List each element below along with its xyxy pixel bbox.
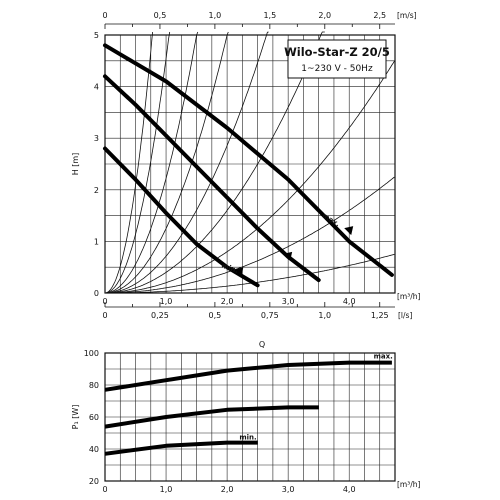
system-curve-5 xyxy=(105,31,229,294)
y-tick-label: 2 xyxy=(94,186,99,195)
curve-label-max: max. xyxy=(321,212,342,229)
curve-marker-3 xyxy=(234,267,244,277)
x-tick-label-ms: 1,0 xyxy=(209,11,222,20)
power-curve-1 xyxy=(104,360,392,392)
chart-title: Wilo-Star-Z 20/5 xyxy=(284,45,390,59)
y-tick-label: 5 xyxy=(94,31,99,40)
x-tick-label-ls: 1,25 xyxy=(371,311,389,320)
title-box xyxy=(287,39,387,79)
x-tick-label-ms: 0 xyxy=(102,11,107,20)
system-curve-4 xyxy=(105,31,269,294)
power-label-min: min. xyxy=(239,433,256,441)
power-curve-3 xyxy=(104,440,258,456)
y-tick-label: 60 xyxy=(89,413,99,422)
y-tick-label: 1 xyxy=(94,237,99,246)
y-tick-label: 100 xyxy=(84,349,99,358)
x-axis-unit-m3h: [m³/h] xyxy=(397,292,421,301)
x-tick-label-m3h: 1,0 xyxy=(160,485,173,494)
x-tick-label-m3h: 4,0 xyxy=(343,485,356,494)
y-tick-label: 40 xyxy=(89,445,99,454)
x-tick-label-m3h: 0 xyxy=(102,297,107,306)
head-flow-chart: max. min. Wilo-Star-Z 20/5 1~230 V - 50Hz 0 1… xyxy=(71,11,421,320)
x-tick-label-ms: 2,5 xyxy=(373,11,386,20)
power-flow-chart: max. min. 20 40 60 80 100 P₁ [W] Q 0 1,0 2,0 3,0 4,0 [… xyxy=(71,340,421,494)
y-tick-label: 4 xyxy=(94,83,99,92)
x-axis-unit-ls: [l/s] xyxy=(398,311,412,320)
x-tick-label-ms: 2,0 xyxy=(318,11,331,20)
x-tick-label-ls: 1,0 xyxy=(318,311,331,320)
system-curve-1 xyxy=(105,176,395,294)
x-axis-unit-m3h: [m³/h] xyxy=(397,480,421,489)
y-tick-label: 3 xyxy=(94,134,99,143)
curve-label-min: min. xyxy=(220,262,239,275)
y-axis-title: P₁ [W] xyxy=(71,405,80,430)
pump-curve-2 xyxy=(103,74,321,283)
x-tick-label-m3h: 4,0 xyxy=(343,297,356,306)
chart-subtitle: 1~230 V - 50Hz xyxy=(301,64,373,74)
x-tick-label-m3h: 2,0 xyxy=(221,297,234,306)
x-tick-label-ls: 0,75 xyxy=(261,311,279,320)
x-tick-label-m3h: 3,0 xyxy=(282,485,295,494)
system-curve-2 xyxy=(105,60,395,294)
y-tick-label: 20 xyxy=(89,477,99,486)
x-tick-label-ms: 1,5 xyxy=(263,11,276,20)
system-curve-6 xyxy=(105,31,199,294)
x-tick-label-m3h: 0 xyxy=(102,485,107,494)
plot-frame xyxy=(104,34,396,294)
system-curve-3 xyxy=(105,31,325,294)
x-tick-label-ms: 0,5 xyxy=(154,11,167,20)
x-tick-label-ls: 0,5 xyxy=(209,311,222,320)
system-curve-7 xyxy=(104,31,171,294)
plot-frame xyxy=(104,352,396,482)
pump-curve-3 xyxy=(103,146,260,288)
x-tick-label-m3h: 1,0 xyxy=(160,297,173,306)
x-axis-unit-ms: [m/s] xyxy=(397,11,417,20)
curve-marker-1 xyxy=(344,226,354,236)
pump-curve-1 xyxy=(103,43,394,277)
power-curve-2 xyxy=(104,405,319,429)
x-tick-label-ls: 0 xyxy=(102,311,107,320)
y-tick-label: 0 xyxy=(94,289,99,298)
x-tick-label-m3h: 2,0 xyxy=(221,485,234,494)
x-axis-title: Q xyxy=(259,340,265,349)
x-tick-label-ls: 0,25 xyxy=(151,311,169,320)
x-tick-label-m3h: 3,0 xyxy=(282,297,295,306)
y-axis-title: H [m] xyxy=(71,153,80,176)
power-label-max: max. xyxy=(374,353,393,361)
y-tick-label: 80 xyxy=(89,381,99,390)
system-curve-0 xyxy=(105,254,395,294)
curve-marker-2 xyxy=(283,251,293,261)
